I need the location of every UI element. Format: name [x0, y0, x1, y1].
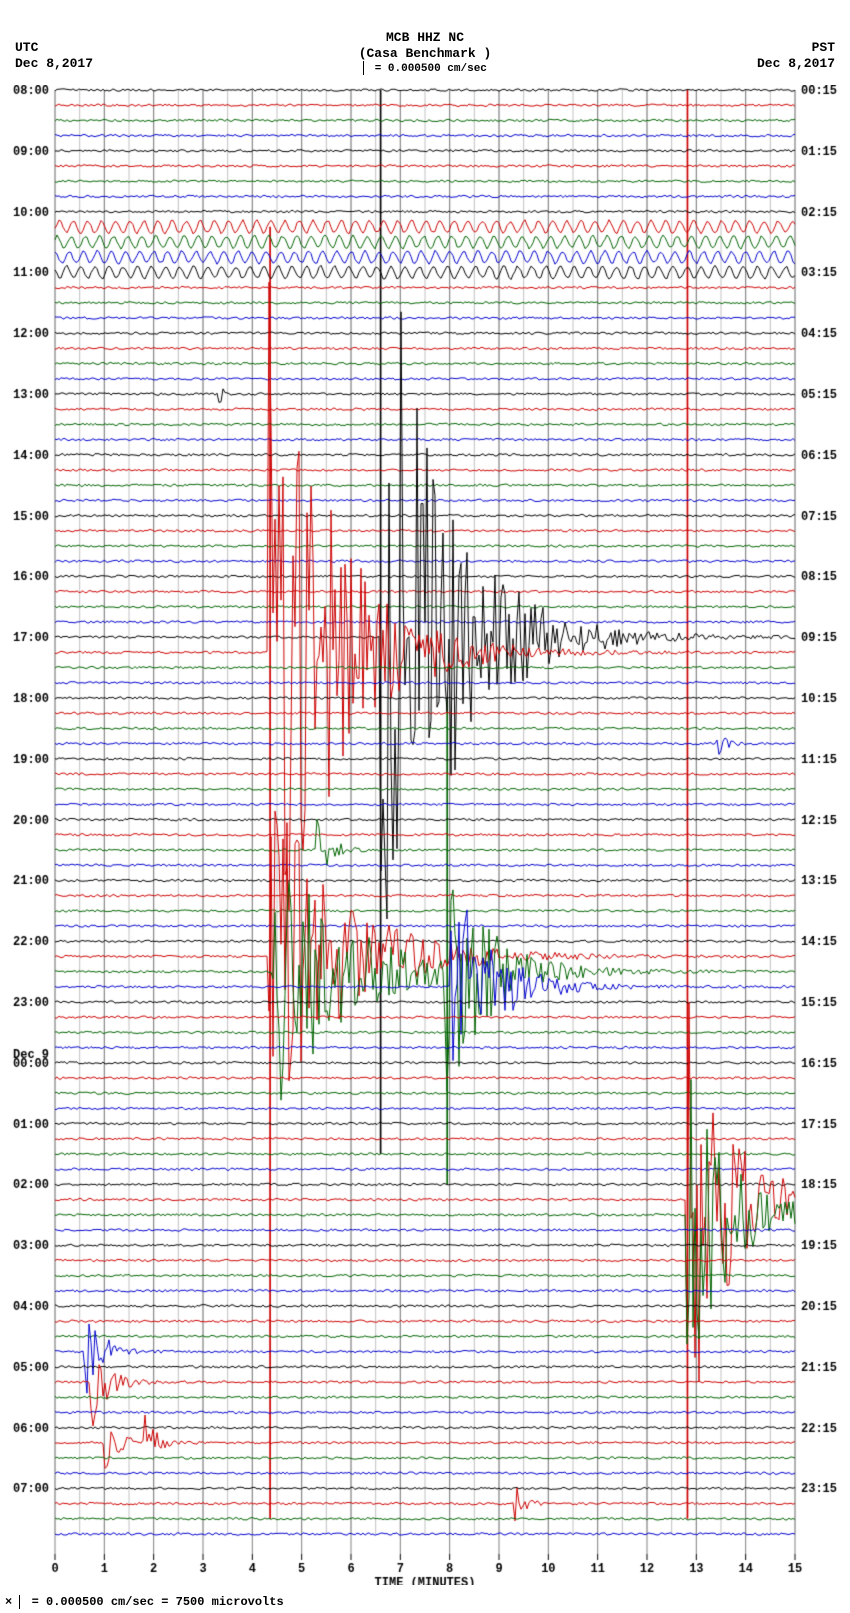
scale-tick-icon	[363, 61, 364, 75]
seismogram-canvas	[0, 85, 850, 1585]
scale-note: = 0.000500 cm/sec	[0, 61, 850, 76]
scale-text: = 0.000500 cm/sec	[375, 63, 487, 75]
station-id: MCB HHZ NC	[0, 30, 850, 46]
station-name: (Casa Benchmark )	[0, 46, 850, 62]
right-timezone: PST	[757, 40, 835, 56]
footer-scale: × = 0.000500 cm/sec = 7500 microvolts	[5, 1595, 284, 1609]
left-timezone: UTC	[15, 40, 93, 56]
left-date: Dec 8,2017	[15, 56, 93, 72]
footer-text: = 0.000500 cm/sec = 7500 microvolts	[32, 1595, 284, 1609]
footer-tick-icon	[19, 1595, 20, 1609]
right-date: Dec 8,2017	[757, 56, 835, 72]
footer-prefix: ×	[5, 1595, 19, 1609]
